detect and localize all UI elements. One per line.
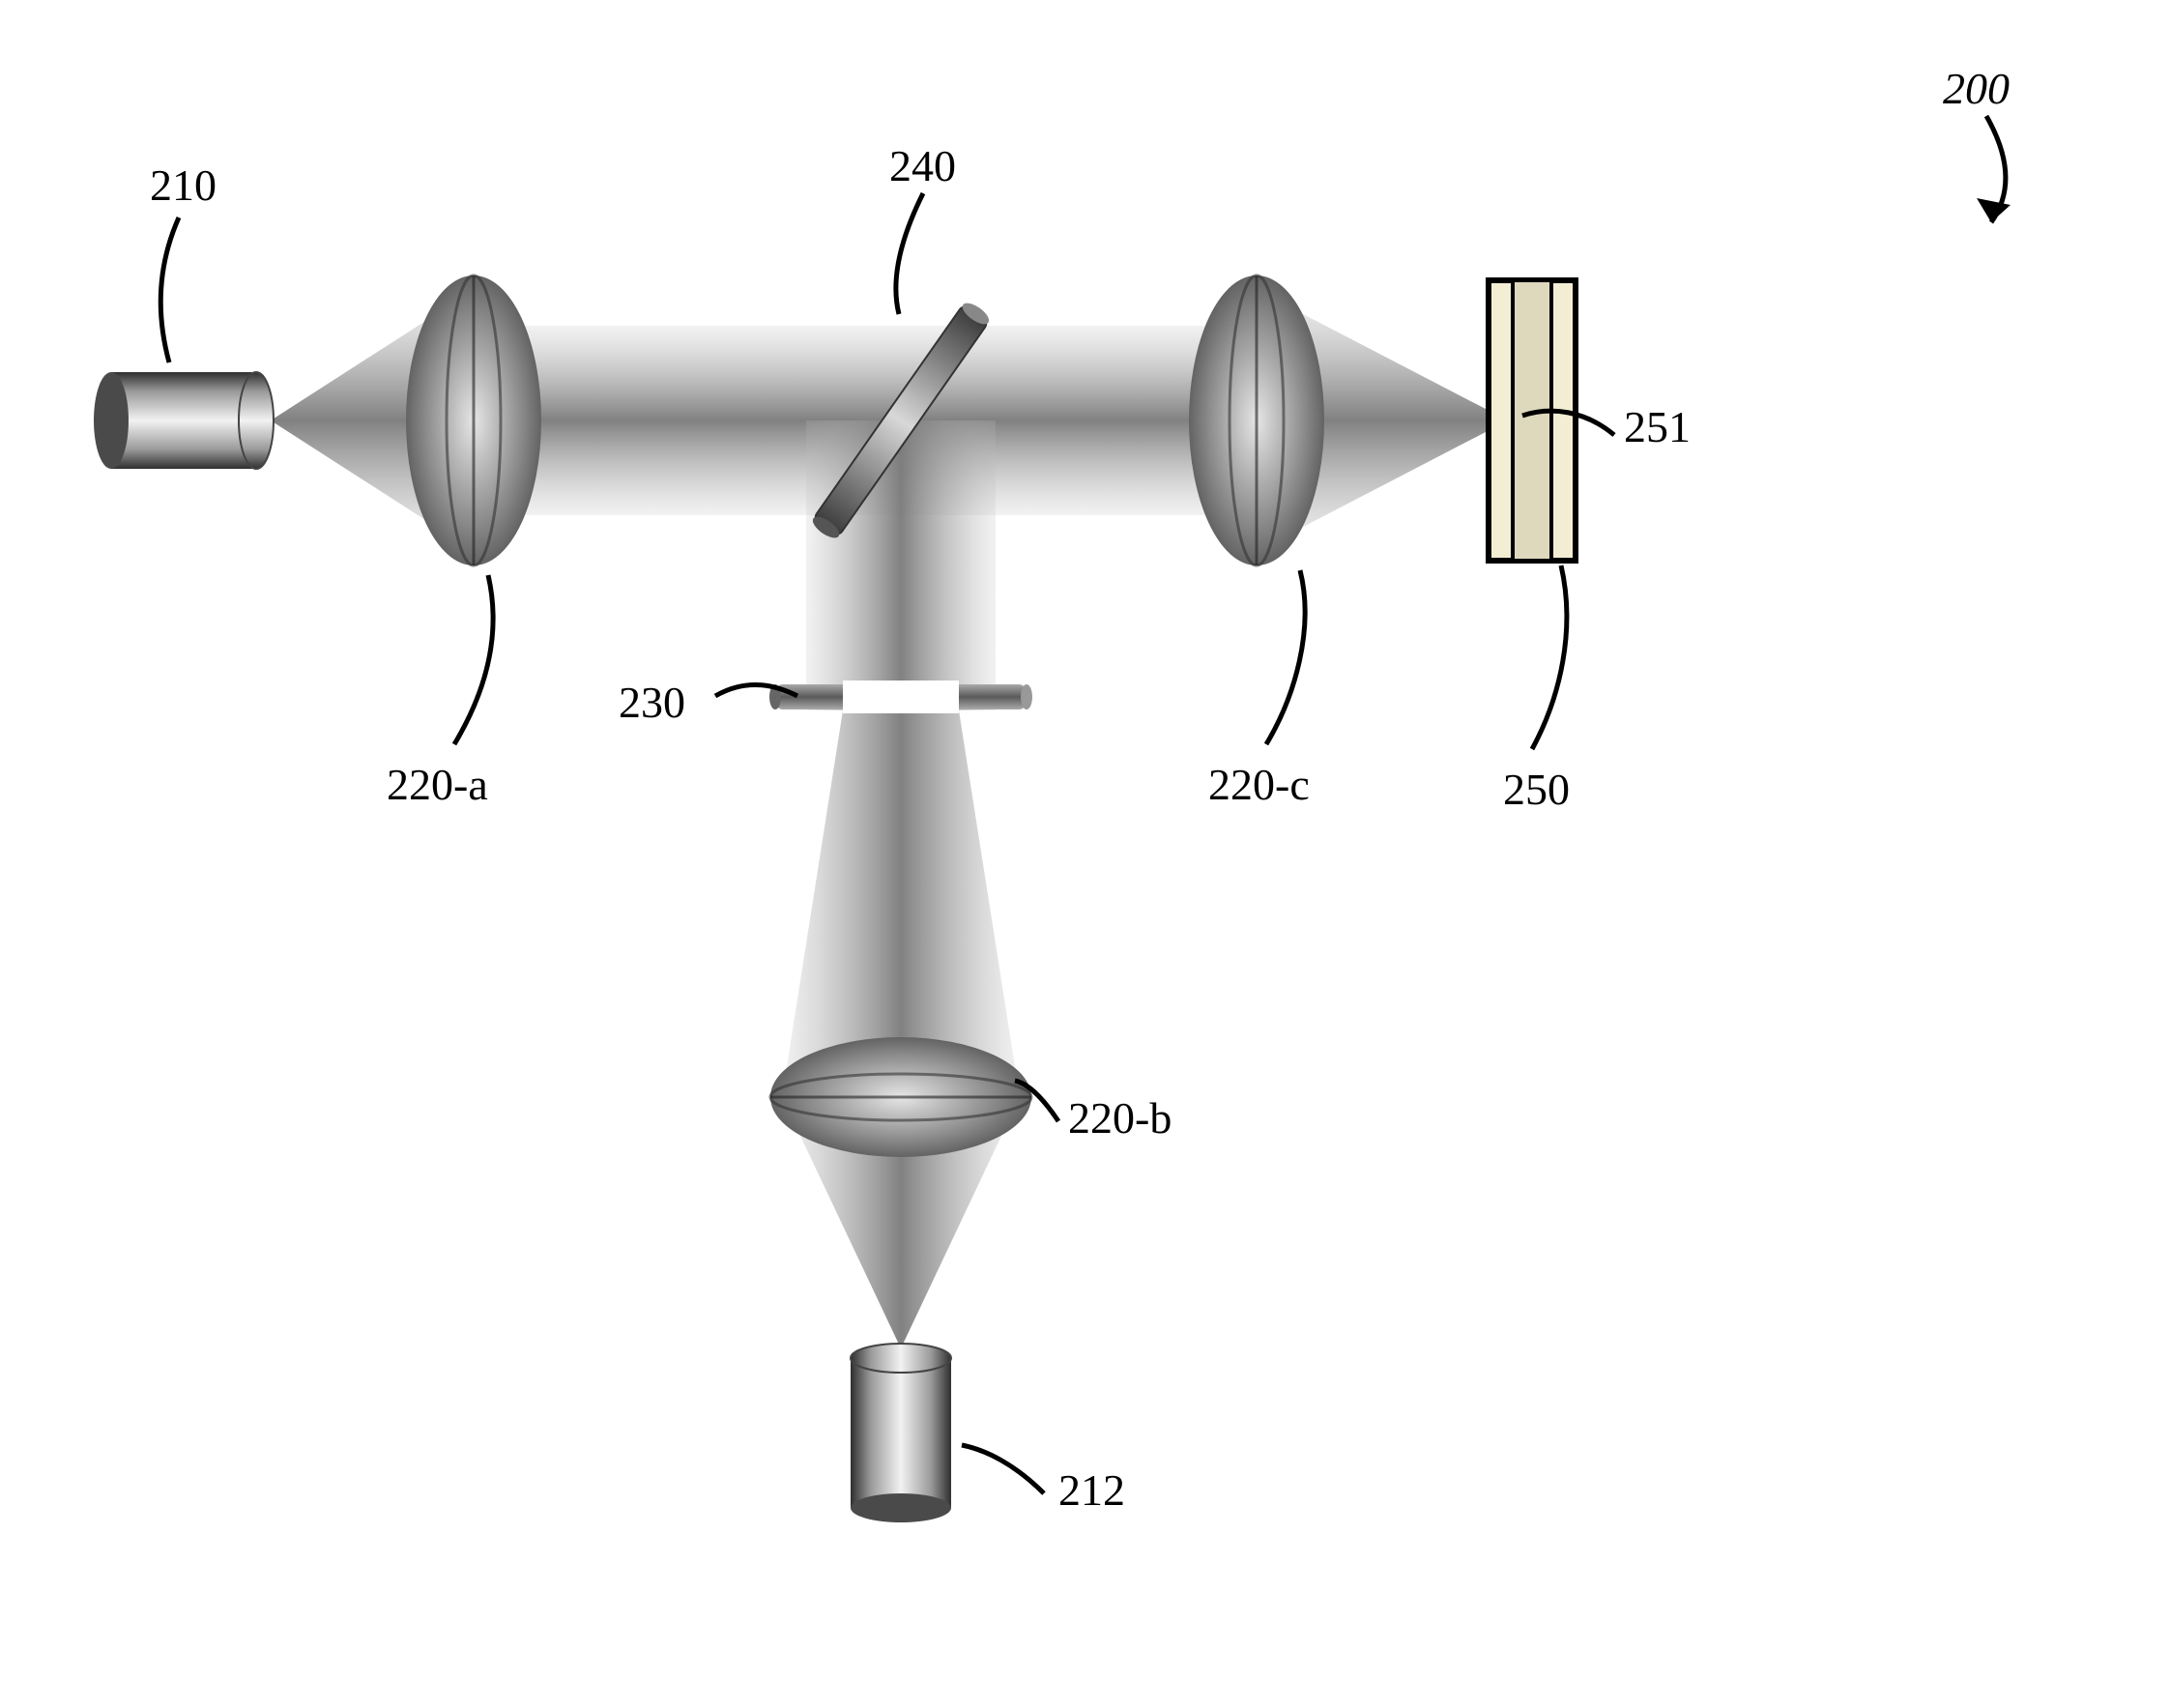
label-lens-c: 220-c [1208, 759, 1310, 810]
label-detector: 212 [1058, 1464, 1125, 1516]
lens-a [406, 275, 541, 565]
label-target: 250 [1503, 764, 1570, 815]
sample-assembly [1489, 280, 1576, 561]
label-focus: 251 [1624, 401, 1691, 452]
light-source [94, 372, 274, 469]
figure-stage: 200 210 240 220-a 230 220-c 250 251 220-… [0, 0, 2170, 1708]
detector [851, 1344, 951, 1522]
label-lens-a: 220-a [387, 759, 488, 810]
aperture-stop [769, 680, 1032, 713]
lens-c [1189, 275, 1324, 565]
lens-b [770, 1037, 1031, 1157]
label-aperture: 230 [619, 677, 685, 728]
optical-diagram [0, 0, 2170, 1708]
label-system: 200 [1943, 63, 2010, 114]
label-source: 210 [150, 159, 217, 211]
label-mirror: 240 [889, 140, 956, 191]
label-lens-b: 220-b [1068, 1092, 1172, 1143]
